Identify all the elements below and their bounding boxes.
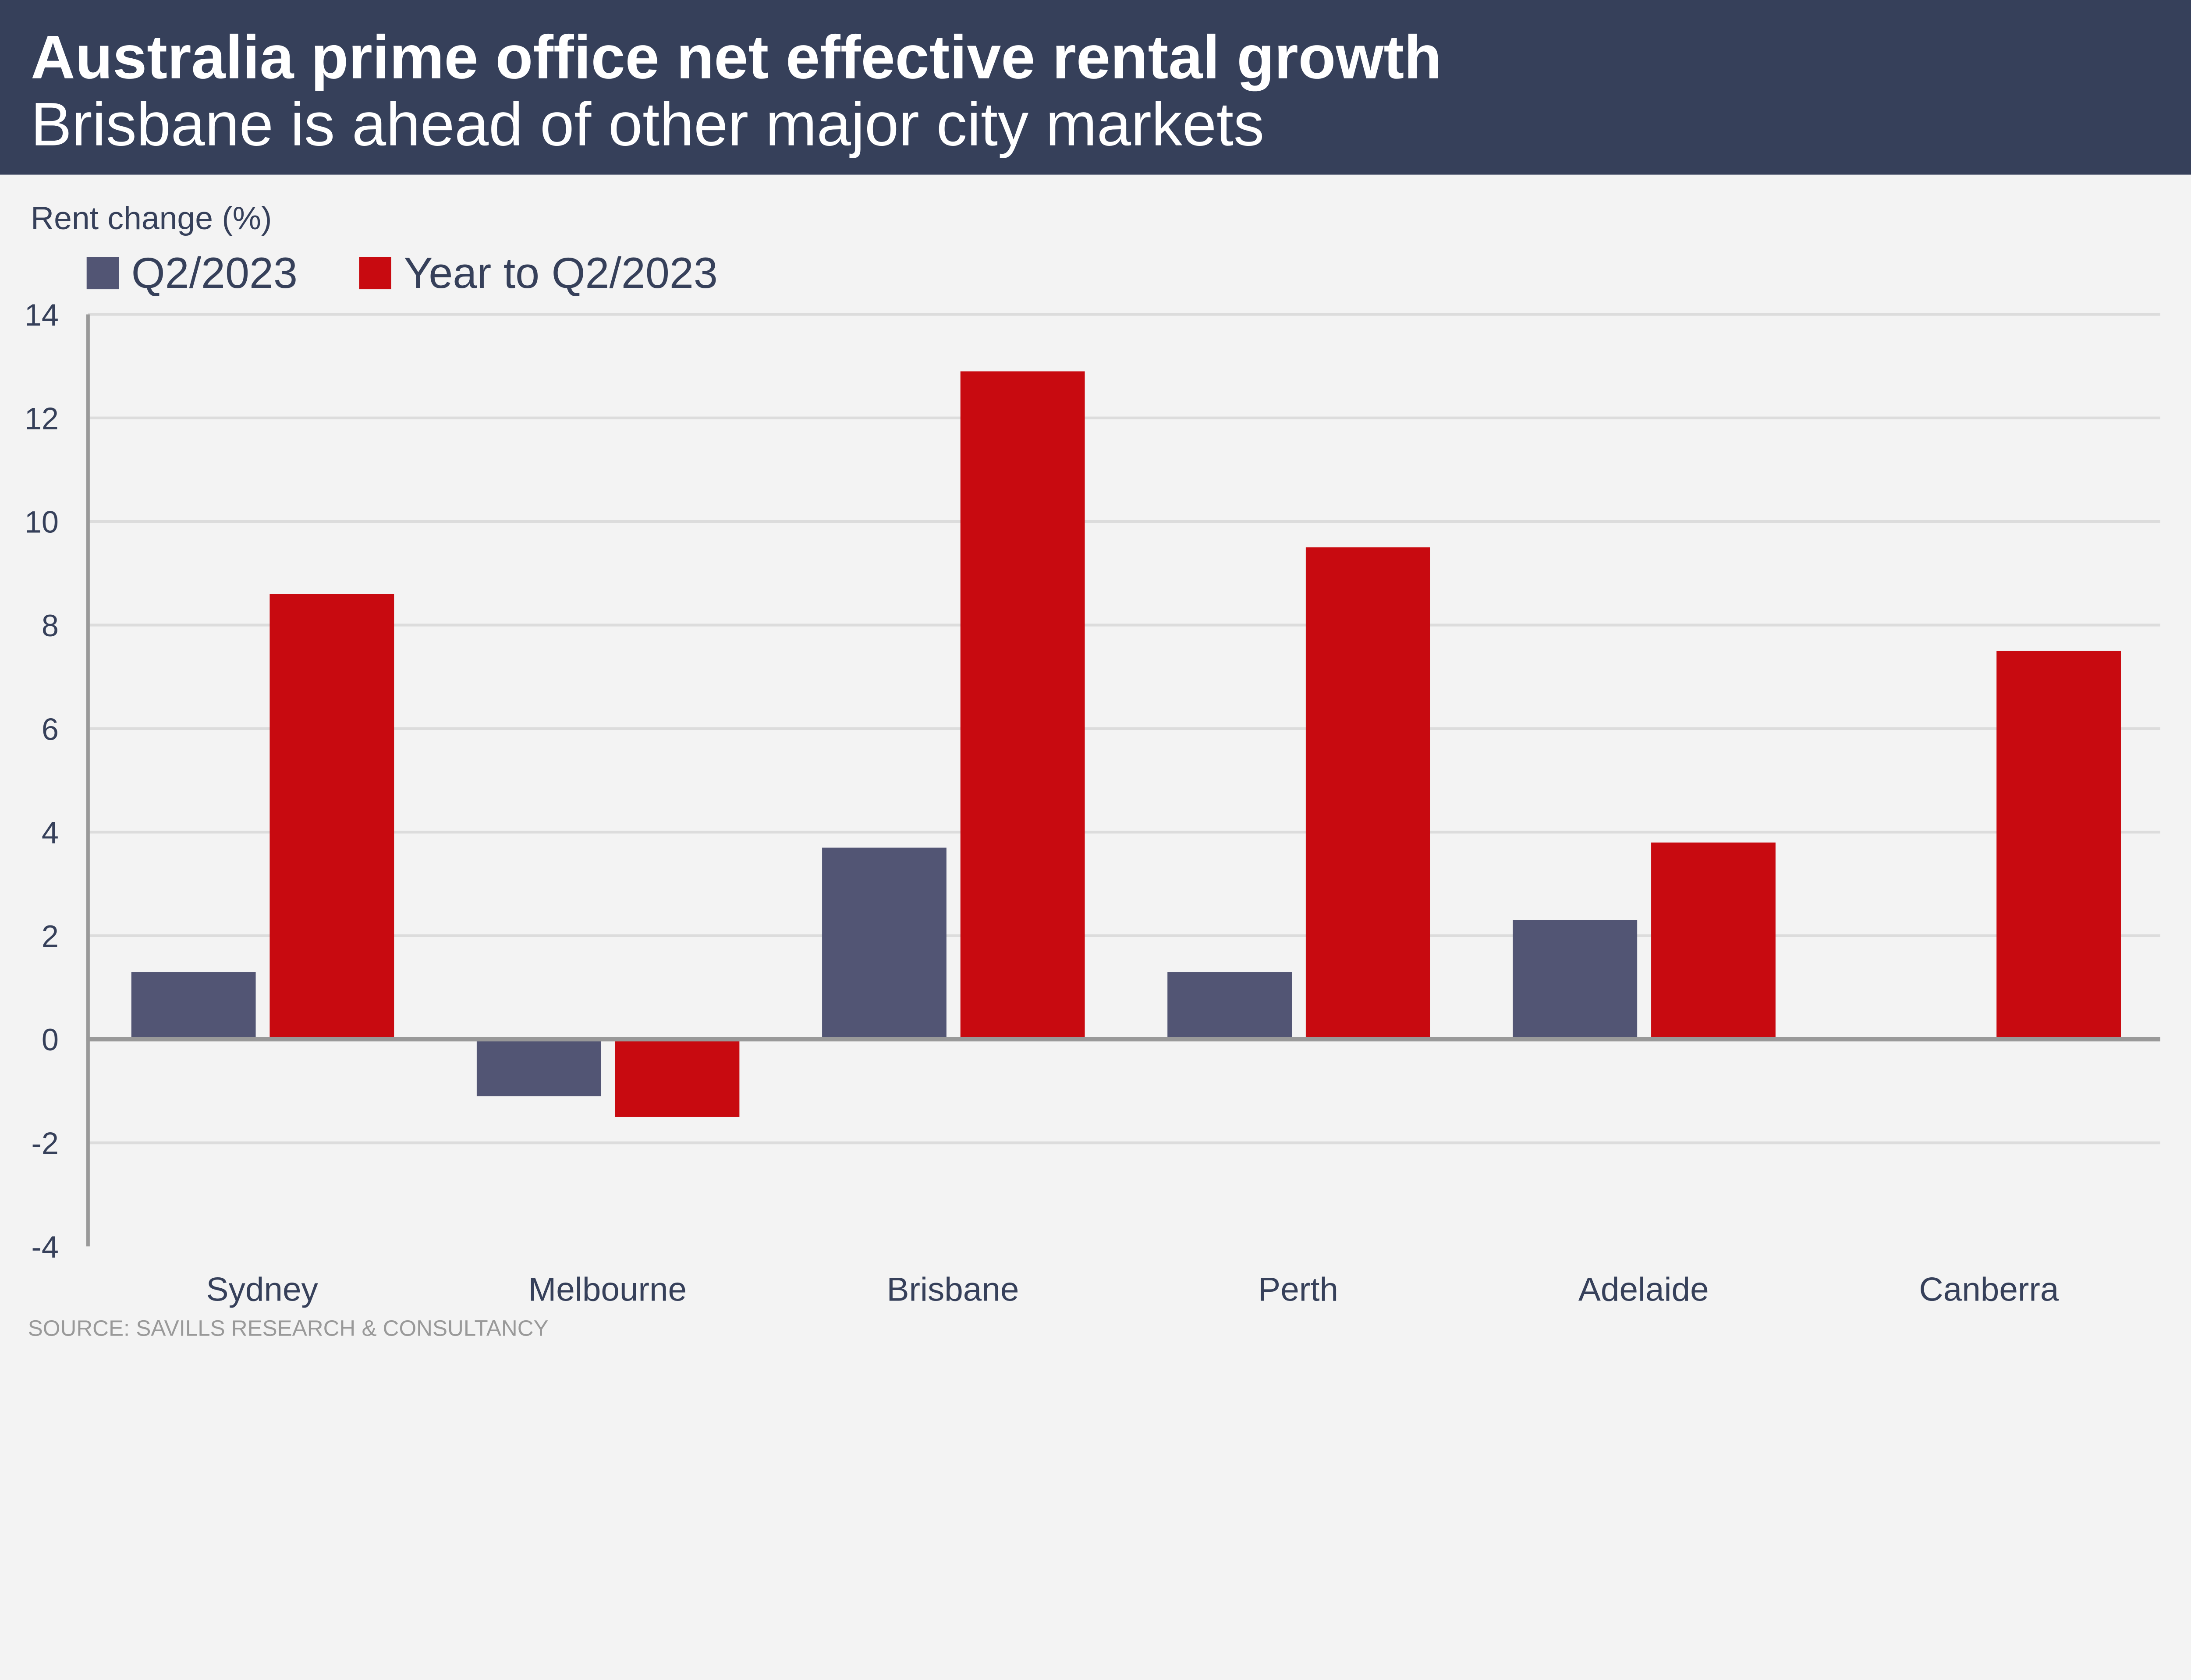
y-tick-label: -4: [32, 1230, 59, 1264]
y-tick-label: 6: [42, 712, 59, 746]
source-note: SOURCE: SAVILLS RESEARCH & CONSULTANCY: [28, 1315, 549, 1340]
header-banner: [0, 0, 2191, 175]
bar-adelaide-q2: [1513, 920, 1638, 1039]
chart: Australia prime office net effective ren…: [0, 0, 2191, 1341]
bar-sydney-year: [269, 594, 394, 1039]
bar-melbourne-q2: [476, 1039, 601, 1096]
x-tick-label: Sydney: [206, 1271, 319, 1308]
x-tick-label: Brisbane: [886, 1271, 1019, 1308]
y-tick-label: 0: [42, 1022, 59, 1057]
legend-swatch-q2: [86, 257, 119, 290]
bar-perth-year: [1305, 547, 1430, 1039]
bar-perth-q2: [1167, 972, 1292, 1039]
chart-subtitle: Brisbane is ahead of other major city ma…: [31, 90, 1264, 159]
bar-brisbane-q2: [822, 847, 947, 1039]
y-tick-label: 8: [42, 608, 59, 643]
y-tick-label: 2: [42, 919, 59, 953]
y-tick-label: 14: [25, 298, 59, 332]
bar-adelaide-year: [1651, 842, 1776, 1039]
bar-melbourne-year: [615, 1039, 740, 1117]
y-tick-labels: 14 12 10 8 6 4 2 0 -2 -4: [25, 298, 59, 1264]
y-tick-label: 10: [25, 505, 59, 539]
bar-canberra-year: [1996, 651, 2121, 1039]
legend: Q2/2023 Year to Q2/2023: [86, 249, 718, 297]
y-tick-label: 4: [42, 815, 59, 850]
x-tick-label: Melbourne: [528, 1271, 687, 1308]
y-tick-label: 12: [25, 401, 59, 436]
legend-swatch-year: [359, 257, 391, 290]
x-tick-label: Canberra: [1919, 1271, 2059, 1308]
legend-label-year: Year to Q2/2023: [404, 249, 718, 297]
y-tick-label: -2: [32, 1126, 59, 1161]
bar-sydney-q2: [131, 972, 256, 1039]
x-tick-label: Perth: [1258, 1271, 1338, 1308]
x-tick-label: Adelaide: [1578, 1271, 1709, 1308]
legend-label-q2: Q2/2023: [131, 249, 298, 297]
y-axis-label: Rent change (%): [31, 200, 272, 236]
x-tick-labels: Sydney Melbourne Brisbane Perth Adelaide Canb…: [206, 1271, 2059, 1308]
bar-brisbane-year: [960, 371, 1085, 1039]
gridlines: [88, 313, 2160, 1145]
chart-title: Australia prime office net effective ren…: [31, 23, 1442, 92]
bars: [131, 371, 2121, 1117]
